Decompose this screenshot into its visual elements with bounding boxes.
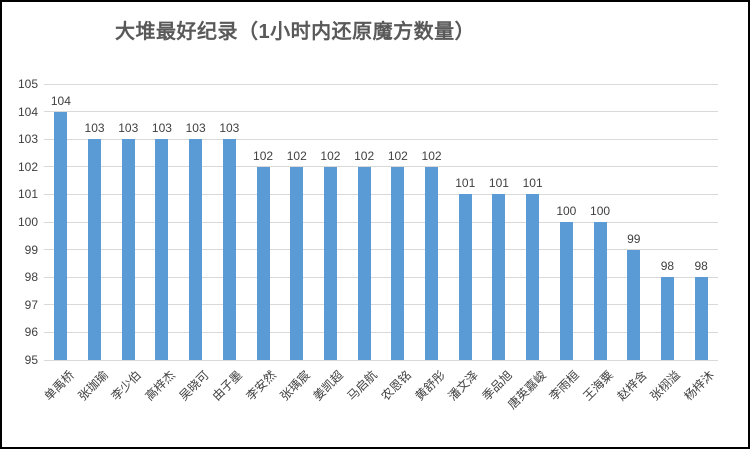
bar [290, 166, 304, 360]
bar-value-label: 98 [694, 259, 708, 274]
bar-value-label: 101 [522, 176, 543, 191]
chart-title: 大堆最好纪录（1小时内还原魔方数量） [115, 21, 476, 43]
bar [189, 139, 203, 360]
gridline [44, 138, 718, 140]
bar-value-label: 102 [286, 148, 307, 163]
gridline [44, 276, 718, 278]
gridline [44, 304, 718, 306]
bar [323, 166, 337, 360]
plot-area: 95 96 97 98 99 100 101 102 103 104 105 104 单禹桥 103 张珈瑜… [18, 77, 718, 412]
bar [492, 194, 506, 360]
y-axis-tick-label: 102 [17, 159, 38, 174]
y-axis-tick-label: 103 [17, 132, 38, 147]
bar [559, 222, 573, 360]
gridline [44, 193, 718, 195]
y-axis-tick-label: 95 [24, 353, 38, 367]
bar-value-label: 102 [421, 148, 442, 163]
bar [256, 166, 270, 360]
gridline [44, 221, 718, 223]
bar-value-label: 103 [151, 121, 172, 136]
y-axis-tick-label: 104 [17, 104, 38, 119]
bar [357, 166, 371, 360]
bar [425, 166, 439, 360]
gridline [44, 111, 718, 113]
bar-value-label: 103 [118, 121, 139, 136]
bar [222, 139, 236, 360]
bar [458, 194, 472, 360]
bar-value-label: 103 [219, 121, 240, 136]
bar [526, 194, 540, 360]
bar-value-label: 102 [320, 148, 341, 163]
gridline [44, 331, 718, 333]
bar [660, 277, 674, 360]
bar [88, 139, 102, 360]
y-axis-tick-label: 97 [24, 297, 38, 312]
bar-value-label: 101 [488, 176, 509, 191]
bar [121, 139, 135, 360]
gridline [44, 83, 718, 85]
bar [593, 222, 607, 360]
bar [54, 111, 68, 360]
y-axis-tick-label: 101 [17, 187, 38, 202]
bar-value-label: 102 [387, 148, 408, 163]
bar-value-label: 103 [185, 121, 206, 136]
bar-value-label: 98 [660, 259, 675, 274]
bar-value-label: 100 [590, 204, 611, 218]
bar-value-label: 101 [455, 176, 476, 191]
y-axis-tick-label: 98 [24, 270, 38, 285]
bar-value-label: 104 [50, 93, 71, 108]
gridline [44, 249, 718, 251]
bar-value-label: 103 [84, 121, 105, 136]
gridline [44, 359, 718, 361]
y-axis-tick-label: 100 [17, 215, 38, 229]
bar-value-label: 102 [354, 148, 375, 163]
bar [155, 139, 169, 360]
bar [694, 277, 708, 360]
bar [391, 166, 405, 360]
y-axis-tick-label: 96 [24, 325, 38, 340]
bar-value-label: 99 [627, 231, 641, 246]
y-axis-tick-label: 99 [24, 242, 38, 257]
bar [627, 249, 641, 360]
bar-value-label: 100 [556, 204, 577, 218]
bar-value-label: 102 [253, 148, 274, 163]
y-axis-tick-label: 105 [17, 77, 38, 91]
gridline [44, 166, 718, 168]
